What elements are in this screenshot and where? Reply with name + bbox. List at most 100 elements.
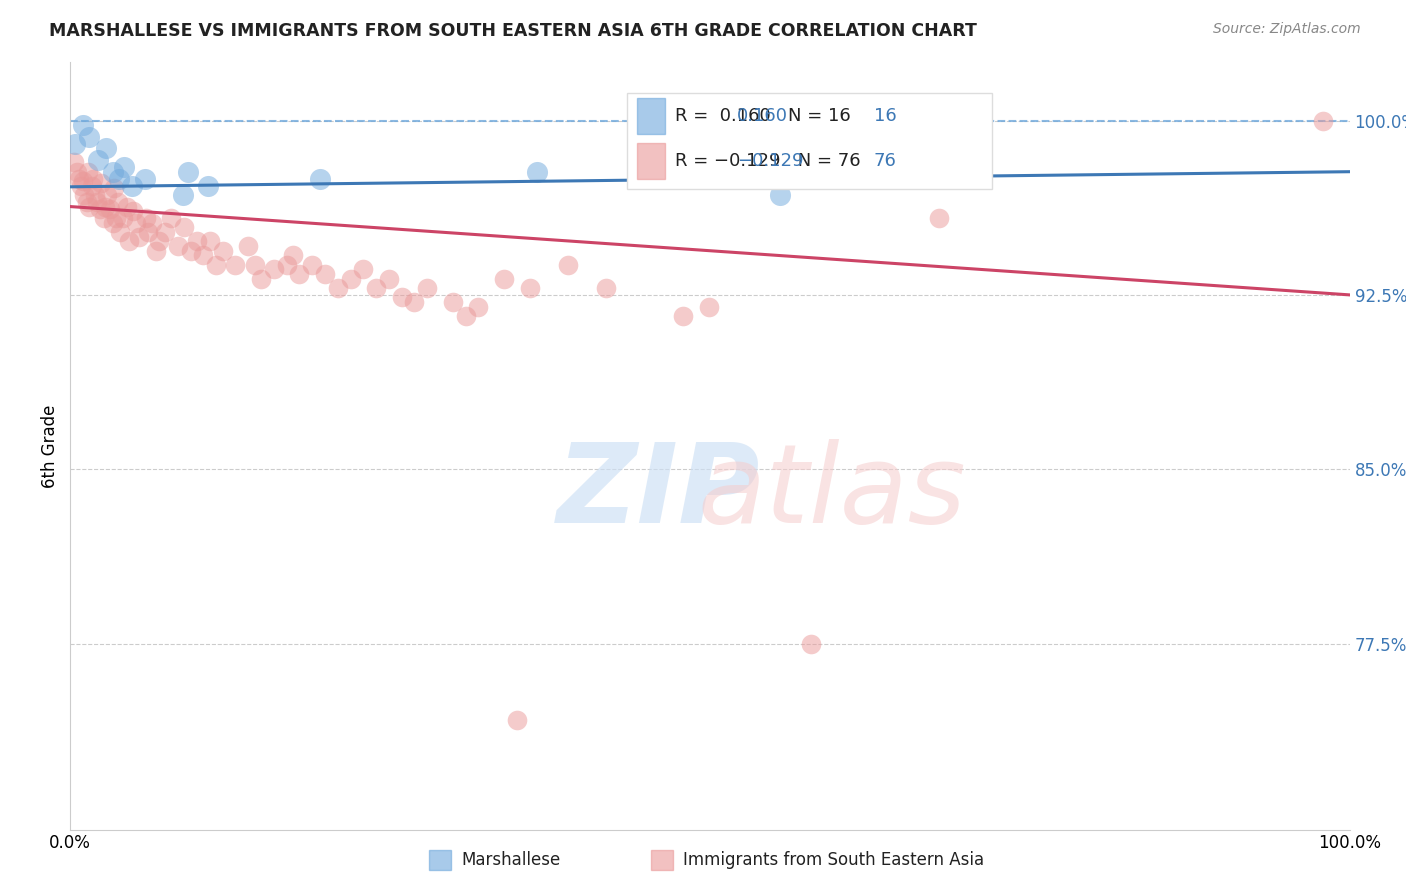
Point bbox=[193, 248, 215, 262]
Point bbox=[441, 294, 464, 309]
Point bbox=[93, 211, 115, 226]
Point bbox=[243, 258, 266, 272]
Point bbox=[122, 204, 145, 219]
Point bbox=[111, 211, 134, 226]
Point bbox=[101, 164, 124, 178]
Point bbox=[467, 300, 489, 314]
Point bbox=[281, 248, 304, 262]
Point bbox=[83, 188, 105, 202]
Point bbox=[416, 281, 439, 295]
FancyBboxPatch shape bbox=[637, 143, 665, 179]
Point bbox=[118, 235, 141, 249]
Text: R = −0.129   N = 76: R = −0.129 N = 76 bbox=[675, 152, 860, 170]
Text: Immigrants from South Eastern Asia: Immigrants from South Eastern Asia bbox=[683, 851, 984, 869]
Point bbox=[79, 200, 101, 214]
Point bbox=[134, 171, 156, 186]
Point bbox=[526, 164, 548, 178]
Point bbox=[69, 178, 91, 193]
Point bbox=[769, 188, 792, 202]
Text: Marshallese: Marshallese bbox=[461, 851, 561, 869]
Point bbox=[138, 225, 160, 239]
Point bbox=[98, 202, 121, 216]
Point bbox=[86, 194, 108, 209]
Point bbox=[378, 271, 401, 285]
Point bbox=[352, 262, 374, 277]
Point bbox=[173, 220, 195, 235]
Point bbox=[160, 211, 183, 226]
Point bbox=[105, 211, 128, 226]
Point bbox=[506, 714, 529, 728]
Point bbox=[73, 188, 96, 202]
Point bbox=[115, 200, 138, 214]
Point bbox=[89, 202, 111, 216]
Text: ZIP: ZIP bbox=[557, 439, 761, 546]
Point bbox=[101, 216, 124, 230]
Point bbox=[314, 267, 336, 281]
Point bbox=[128, 229, 150, 244]
Point bbox=[404, 294, 426, 309]
Point bbox=[94, 200, 117, 214]
Point bbox=[67, 171, 90, 186]
Point bbox=[276, 258, 298, 272]
Point bbox=[107, 194, 129, 209]
Point bbox=[121, 178, 143, 193]
Point bbox=[66, 164, 89, 178]
Point bbox=[224, 258, 246, 272]
Point bbox=[177, 164, 200, 178]
Point bbox=[166, 239, 188, 253]
Point bbox=[519, 281, 541, 295]
Point bbox=[205, 258, 228, 272]
Point bbox=[236, 239, 259, 253]
Point bbox=[308, 171, 330, 186]
Point bbox=[672, 309, 695, 323]
Point bbox=[135, 211, 157, 226]
Point bbox=[1312, 113, 1334, 128]
Point bbox=[153, 225, 176, 239]
Point bbox=[80, 178, 103, 193]
Point bbox=[72, 118, 94, 132]
Point bbox=[82, 171, 104, 186]
Point bbox=[697, 300, 720, 314]
Point bbox=[492, 271, 515, 285]
Point bbox=[112, 160, 135, 174]
Point bbox=[364, 281, 387, 295]
Point bbox=[250, 271, 273, 285]
Text: atlas: atlas bbox=[697, 439, 966, 546]
Point bbox=[197, 178, 219, 193]
FancyBboxPatch shape bbox=[637, 97, 665, 135]
Point bbox=[77, 164, 100, 178]
Point bbox=[928, 211, 950, 226]
Point bbox=[326, 281, 349, 295]
Point bbox=[391, 290, 413, 304]
Point bbox=[211, 244, 233, 258]
Point bbox=[180, 244, 202, 258]
Point bbox=[263, 262, 285, 277]
Point bbox=[141, 216, 163, 230]
Point bbox=[288, 267, 311, 281]
Point bbox=[65, 136, 87, 151]
Y-axis label: 6th Grade: 6th Grade bbox=[41, 404, 59, 488]
Text: 0.160: 0.160 bbox=[737, 107, 787, 125]
Point bbox=[79, 129, 101, 144]
Text: Source: ZipAtlas.com: Source: ZipAtlas.com bbox=[1213, 22, 1361, 37]
Text: 16: 16 bbox=[873, 107, 897, 125]
Text: 76: 76 bbox=[873, 152, 897, 170]
Point bbox=[172, 188, 194, 202]
Point bbox=[145, 244, 167, 258]
Point bbox=[339, 271, 361, 285]
Point bbox=[103, 181, 125, 195]
Point bbox=[87, 153, 110, 167]
Point bbox=[96, 188, 118, 202]
Text: MARSHALLESE VS IMMIGRANTS FROM SOUTH EASTERN ASIA 6TH GRADE CORRELATION CHART: MARSHALLESE VS IMMIGRANTS FROM SOUTH EAS… bbox=[49, 22, 977, 40]
Point bbox=[94, 141, 117, 155]
Text: R =  0.160   N = 16: R = 0.160 N = 16 bbox=[675, 107, 851, 125]
Point bbox=[800, 637, 823, 651]
Point bbox=[90, 177, 112, 191]
Point bbox=[63, 155, 86, 169]
FancyBboxPatch shape bbox=[627, 93, 991, 189]
Text: −0.129: −0.129 bbox=[737, 152, 803, 170]
Point bbox=[557, 258, 579, 272]
Point bbox=[72, 174, 94, 188]
Point bbox=[454, 309, 477, 323]
Point bbox=[124, 216, 146, 230]
